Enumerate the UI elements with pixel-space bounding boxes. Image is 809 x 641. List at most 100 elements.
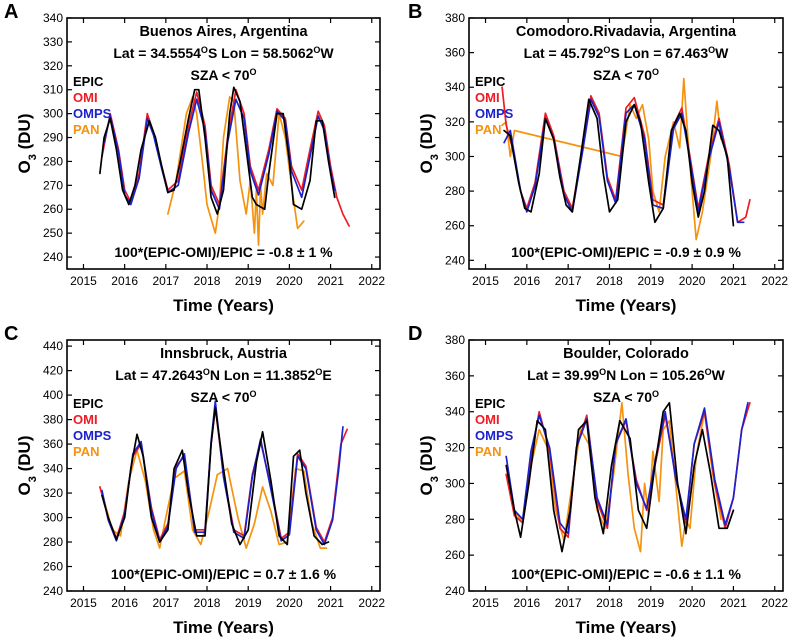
y-tick-label: 280: [445, 512, 465, 526]
panel-label: B: [408, 1, 422, 23]
series-group: [99, 400, 348, 549]
panel-label: C: [4, 323, 18, 345]
chart-panel-d: D 2015 2016 2017 2018 2019 2020 2021 2022 240 260 2…: [408, 323, 788, 637]
y-tick-label: 320: [445, 441, 465, 455]
legend-entry-omi: OMI: [475, 90, 500, 105]
x-tick-label: 2019: [235, 596, 262, 610]
site-title: Buenos Aires, Argentina: [139, 24, 308, 40]
bias-statistic: 100*(EPIC-OMI)/EPIC = -0.8 ± 1 %: [114, 244, 333, 260]
x-tick-label: 2021: [720, 596, 747, 610]
y-tick-label: 300: [43, 511, 63, 525]
series-line-epic: [101, 406, 330, 546]
x-tick-label: 2015: [472, 596, 499, 610]
x-tick-label: 2018: [194, 274, 221, 288]
y-tick-label: 340: [445, 80, 465, 94]
y-tick-label: 300: [445, 149, 465, 163]
y-tick-label: 440: [43, 339, 63, 353]
legend-entry-pan: PAN: [475, 122, 501, 137]
x-tick-label: 2017: [152, 274, 179, 288]
panel-label: A: [4, 1, 18, 23]
bias-statistic: 100*(EPIC-OMI)/EPIC = -0.9 ± 0.9 %: [511, 244, 741, 260]
y-tick-label: 260: [445, 219, 465, 233]
y-tick-label: 310: [43, 83, 63, 97]
legend-entry-omps: OMPS: [73, 428, 112, 443]
y-tick-label: 360: [43, 437, 63, 451]
y-tick-label: 340: [43, 11, 63, 25]
y-tick-label: 320: [43, 59, 63, 73]
x-tick-label: 2020: [679, 596, 706, 610]
x-axis-label: Time (Years): [576, 618, 677, 637]
y-axis-label: O3 (DU): [15, 114, 39, 174]
x-tick-label: 2017: [555, 596, 582, 610]
bias-statistic: 100*(EPIC-OMI)/EPIC = 0.7 ± 1.6 %: [111, 566, 337, 582]
x-tick-label: 2015: [472, 274, 499, 288]
y-tick-label: 420: [43, 364, 63, 378]
site-coordinates: Lat = 47.2643ON Lon = 11.3852OE: [115, 367, 331, 383]
y-tick-label: 340: [445, 405, 465, 419]
panel-label: D: [408, 323, 422, 345]
legend-entry-epic: EPIC: [475, 74, 506, 89]
plot-frame: [66, 339, 381, 592]
y-tick-label: 300: [445, 476, 465, 490]
y-tick-label: 240: [445, 253, 465, 267]
x-tick-label: 2020: [679, 274, 706, 288]
y-axis-label: O3 (DU): [15, 436, 39, 496]
y-tick-label: 280: [43, 154, 63, 168]
x-tick-label: 2017: [555, 274, 582, 288]
legend-entry-omi: OMI: [73, 412, 98, 427]
plot-frame: [468, 17, 784, 270]
x-tick-label: 2017: [152, 596, 179, 610]
x-tick-label: 2018: [596, 274, 623, 288]
legend-entry-omi: OMI: [475, 412, 500, 427]
series-line-omps: [503, 98, 745, 224]
site-coordinates: Lat = 34.5554OS Lon = 58.5062OW: [113, 45, 334, 61]
y-tick-label: 360: [445, 369, 465, 383]
y-tick-label: 320: [43, 486, 63, 500]
y-tick-label: 240: [43, 584, 63, 598]
series-line-pan: [505, 401, 722, 553]
series-group: [501, 77, 751, 241]
x-tick-label: 2022: [761, 274, 788, 288]
site-title: Innsbruck, Austria: [160, 346, 288, 362]
chart-panel-c: C 2015 2016 2017 2018 2019 2020 2021 2022 240 260 2…: [4, 323, 385, 637]
y-tick-label: 340: [43, 462, 63, 476]
y-tick-label: 280: [445, 184, 465, 198]
x-tick-label: 2015: [70, 596, 97, 610]
legend-entry-omps: OMPS: [475, 428, 514, 443]
plot-frame: [66, 17, 381, 270]
x-tick-label: 2020: [276, 274, 303, 288]
x-axis-label: Time (Years): [173, 618, 274, 637]
series-line-pan: [501, 77, 722, 241]
chart-panel-a: A 2015 2016 2017 2018 2019 2020 2021 2022 240 250 2…: [4, 1, 385, 315]
legend-entry-omps: OMPS: [475, 106, 514, 121]
x-tick-label: 2019: [637, 596, 664, 610]
series-line-pan: [167, 96, 305, 246]
y-tick-label: 290: [43, 131, 63, 145]
y-tick-label: 280: [43, 535, 63, 549]
y-axis-label: O3 (DU): [417, 436, 441, 496]
x-tick-label: 2021: [317, 274, 344, 288]
x-tick-label: 2016: [513, 274, 540, 288]
y-tick-label: 270: [43, 178, 63, 192]
y-tick-label: 260: [43, 202, 63, 216]
plot-frame: [468, 339, 784, 592]
x-tick-label: 2018: [194, 596, 221, 610]
x-tick-label: 2015: [70, 274, 97, 288]
site-title: Comodoro.Rivadavia, Argentina: [516, 24, 737, 40]
y-tick-label: 330: [43, 35, 63, 49]
legend-entry-epic: EPIC: [475, 396, 506, 411]
x-tick-label: 2022: [358, 596, 385, 610]
x-tick-label: 2016: [513, 596, 540, 610]
y-tick-label: 360: [445, 46, 465, 60]
bias-statistic: 100*(EPIC-OMI)/EPIC = -0.6 ± 1.1 %: [511, 566, 741, 582]
series-group: [505, 401, 751, 553]
sza-filter: SZA < 70O: [593, 389, 659, 405]
x-axis-label: Time (Years): [173, 296, 274, 315]
y-tick-label: 380: [445, 333, 465, 347]
x-tick-label: 2019: [235, 274, 262, 288]
x-tick-label: 2020: [276, 596, 303, 610]
y-tick-label: 380: [445, 11, 465, 25]
legend-entry-omi: OMI: [73, 90, 98, 105]
x-tick-label: 2021: [720, 274, 747, 288]
sza-filter: SZA < 70O: [593, 67, 659, 83]
